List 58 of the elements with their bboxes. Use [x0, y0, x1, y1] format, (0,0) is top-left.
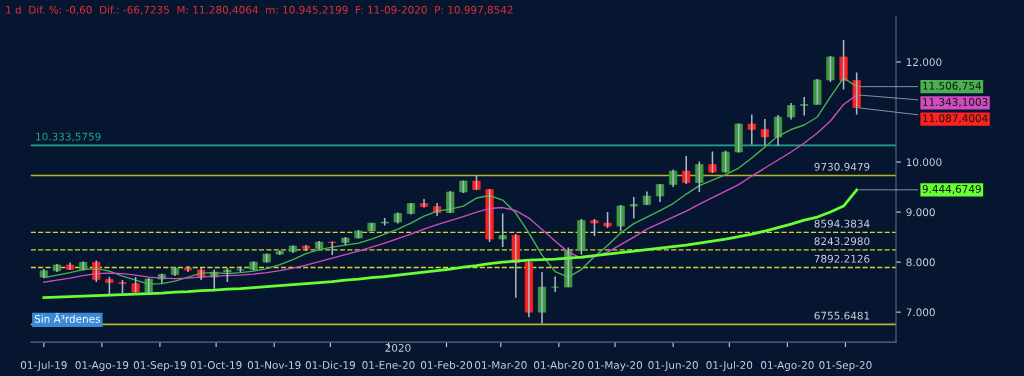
x-tick-label: 01-Jul-19 [20, 360, 67, 371]
ref-line-label: 9730.9479 [814, 162, 870, 171]
candlestick [315, 240, 324, 250]
x-tick-label: 01-Abr-20 [533, 360, 584, 369]
candlestick [328, 240, 337, 256]
annotation: 11.087,4004 [923, 114, 988, 124]
ref-line-label: 7892.2126 [814, 254, 870, 263]
candlestick [551, 275, 560, 293]
candlestick [734, 122, 743, 154]
candlestick [839, 39, 848, 91]
annotation: Sin Ã³rdenes [34, 313, 100, 323]
x-tick-label: 01-Jun-20 [648, 361, 698, 371]
annotation: 11.343,1003 [923, 98, 988, 107]
y-tick-label: 7.000 [906, 308, 935, 317]
annotation: 9.444,6749 [922, 184, 981, 194]
candlestick [721, 149, 730, 174]
x-tick-label: 01-May-20 [588, 361, 643, 371]
candlestick [813, 78, 822, 106]
x-tick-label: 01-Mar-20 [475, 361, 527, 369]
candlestick [485, 188, 494, 243]
y-tick-label: 9.000 [906, 208, 935, 217]
candlestick [577, 218, 586, 256]
x-tick-label: 01-Jul-20 [706, 360, 753, 371]
candlestick [682, 155, 691, 185]
x-tick-label: 01-Ago-20 [761, 361, 814, 371]
candlestick [105, 276, 114, 297]
x-tick-label: 01-Ago-19 [75, 361, 129, 371]
annotation: 11.506,754 [923, 81, 982, 91]
candlestick [800, 96, 809, 117]
x-tick-label: 01-Oct-19 [190, 361, 242, 369]
ref-line-label: 8594.3834 [814, 219, 870, 228]
ref-line-label: 8243.2980 [814, 237, 870, 246]
candlestick [695, 160, 704, 193]
candlestick [275, 249, 284, 256]
chart-title: 1 d Dif. %: -0,60 Dif.: -66,7235 M: 11.280,4064 m: 10.945,2199 F: 11-09-2020 P: 10.997,8542 [6, 5, 513, 15]
candlestick [826, 55, 835, 83]
candlestick [708, 150, 717, 174]
candlestick [301, 244, 311, 252]
x-tick-label: 01-Sep-19 [133, 361, 187, 371]
ref-line-label: 10.333,5759 [36, 132, 101, 142]
candlestick [616, 204, 625, 232]
candlestick [787, 102, 796, 121]
candlestick [183, 265, 193, 273]
x-tick-label: 01-Dic-19 [305, 360, 355, 369]
y-tick-label: 8.000 [906, 258, 935, 267]
candlestick [629, 196, 638, 220]
text: 2020 [385, 343, 411, 352]
candlestick [498, 212, 507, 248]
x-tick-label: 01-Sep-20 [819, 361, 872, 371]
ref-line-label: 6755.6481 [814, 311, 870, 320]
candlestick [393, 211, 402, 225]
x-tick-label: 01-Ene-20 [362, 361, 415, 369]
candlestick [669, 168, 678, 188]
y-tick-label: 10.000 [906, 158, 942, 167]
x-tick-label: 01-Feb-20 [420, 360, 473, 369]
x-tick-label: 01-Nov-19 [247, 361, 301, 369]
y-tick-label: 12.000 [906, 58, 942, 67]
candlestick [747, 113, 756, 146]
